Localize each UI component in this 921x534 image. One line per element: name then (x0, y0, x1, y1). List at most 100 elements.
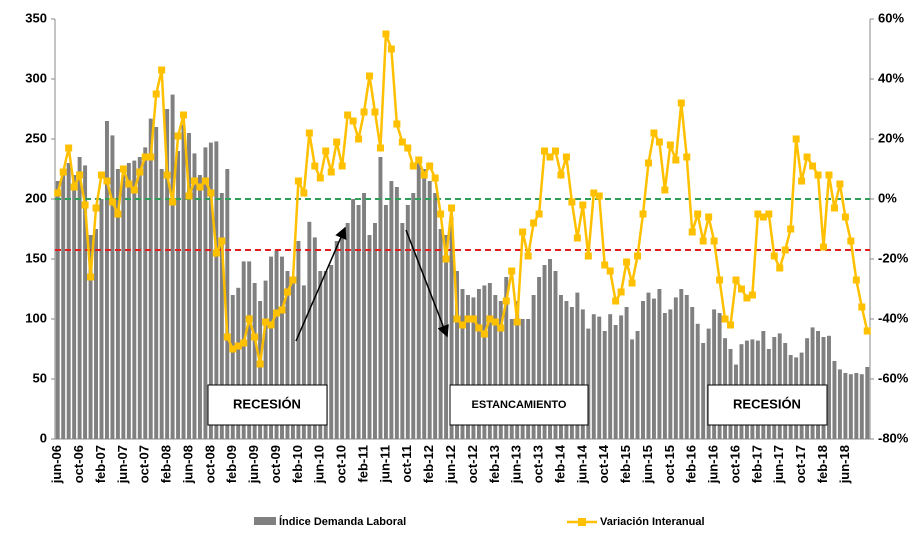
bar (312, 237, 317, 439)
x-tick-label: jun-13 (509, 445, 524, 484)
line-marker (672, 156, 680, 164)
bar (416, 163, 421, 439)
bar (591, 314, 596, 439)
y2-tick-label: 40% (878, 70, 904, 85)
line-marker (152, 90, 160, 98)
bar (553, 271, 558, 439)
bar (373, 223, 377, 439)
bar (460, 289, 465, 439)
bar (263, 280, 268, 439)
bar (94, 229, 98, 439)
line-marker (54, 189, 62, 197)
bar (602, 331, 607, 439)
line-marker (519, 228, 527, 236)
bar (712, 309, 717, 439)
bar (247, 261, 252, 439)
line-marker (294, 177, 302, 185)
y2-tick-label: 60% (878, 10, 904, 25)
line-marker (114, 210, 122, 218)
line-marker (606, 267, 614, 275)
line-marker (612, 297, 620, 305)
bar (99, 199, 104, 439)
bar (214, 141, 219, 439)
bar (542, 265, 547, 439)
line-marker (546, 153, 554, 161)
line-marker (420, 171, 428, 179)
y-tick-label: 350 (25, 10, 47, 25)
bar (433, 193, 438, 439)
x-tick-label: feb-08 (159, 445, 174, 483)
line-marker (776, 264, 784, 272)
line-marker (502, 297, 510, 305)
line-marker (568, 198, 576, 206)
line-marker (141, 153, 149, 161)
line-marker (103, 177, 111, 185)
line-marker (76, 171, 84, 179)
line-marker (393, 120, 401, 128)
line-marker (754, 210, 762, 218)
bar (651, 298, 656, 439)
line-marker (256, 360, 264, 368)
bar (679, 289, 684, 439)
line-marker (863, 327, 871, 335)
line-marker (245, 315, 253, 323)
line-marker (87, 273, 95, 281)
line-marker (163, 171, 171, 179)
y-tick-label: 50 (33, 370, 47, 385)
bar (586, 328, 591, 439)
line-marker (327, 168, 335, 176)
line-marker (355, 135, 363, 143)
bar (192, 153, 197, 439)
x-tick-label: feb-11 (355, 445, 370, 483)
annotation: RECESIÓN (733, 396, 801, 411)
bar (520, 319, 525, 439)
line-marker (333, 138, 341, 146)
line-marker (453, 315, 461, 323)
line-marker (81, 201, 89, 209)
x-tick-label: jun-12 (443, 445, 458, 484)
line-marker (158, 66, 166, 74)
y-tick-label: 200 (25, 190, 47, 205)
bar (301, 285, 306, 439)
line-marker (251, 333, 259, 341)
bar (170, 94, 175, 439)
line-marker (97, 171, 105, 179)
line-marker (557, 171, 565, 179)
x-tick-label: feb-09 (224, 445, 239, 483)
y2-tick-label: 20% (878, 130, 904, 145)
line-marker (349, 117, 357, 125)
bar (504, 277, 509, 439)
bar (515, 301, 520, 439)
line-marker (486, 315, 494, 323)
bar (274, 250, 279, 439)
line-marker (705, 213, 713, 221)
line-marker (415, 156, 423, 164)
line-marker (311, 162, 319, 170)
bar (684, 295, 689, 439)
line-marker (732, 276, 740, 284)
annotation-box (707, 384, 828, 426)
bar (558, 295, 563, 439)
bar (509, 319, 514, 439)
line-marker (595, 192, 603, 200)
x-tick-label: feb-17 (749, 445, 764, 483)
bar (77, 157, 82, 439)
line-marker (207, 189, 215, 197)
bar (717, 313, 722, 439)
line-marker (278, 306, 286, 314)
bar (405, 205, 410, 439)
line-marker (70, 183, 78, 191)
line-marker (442, 255, 450, 263)
line-marker (617, 288, 625, 296)
line-marker (688, 228, 696, 236)
line-marker (644, 159, 652, 167)
bar (290, 277, 295, 439)
annotation-box (449, 384, 589, 426)
y-tick-label: 150 (25, 250, 47, 265)
bar (389, 181, 394, 439)
y-tick-label: 250 (25, 130, 47, 145)
bar (66, 163, 71, 439)
bar (498, 301, 503, 439)
bar (400, 223, 405, 439)
line-marker (634, 252, 642, 260)
